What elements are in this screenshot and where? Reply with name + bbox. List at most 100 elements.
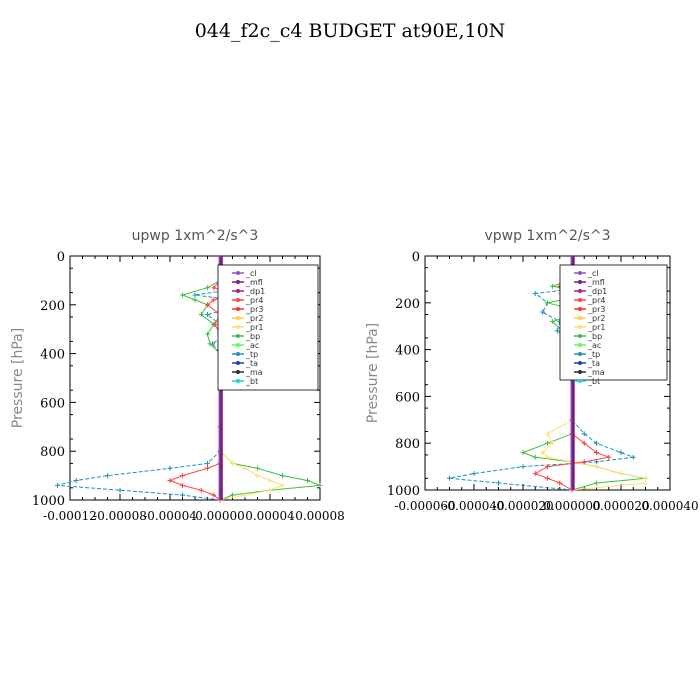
series-point-pr1 <box>643 475 648 481</box>
series-point-pr4 <box>167 477 173 483</box>
series-point-bp <box>207 341 213 347</box>
series-point-tp <box>73 477 79 483</box>
legend-marker <box>236 379 240 383</box>
series-point-tp <box>205 460 210 466</box>
series-point-tp <box>581 431 587 437</box>
legend-marker <box>578 370 582 374</box>
series-point-bp <box>205 285 210 291</box>
series-point-tp <box>447 475 452 481</box>
legend-marker <box>578 298 582 302</box>
legend-label: _cl <box>587 269 599 278</box>
y-axis-label: Pressure [hPa] <box>10 328 26 428</box>
series-point-bp <box>532 454 538 460</box>
legend-label: _ma <box>587 368 605 377</box>
legend-label: _pr1 <box>245 323 263 332</box>
series-point-pr4 <box>205 302 210 308</box>
series-point-pr4 <box>594 450 599 456</box>
series-point-pr1 <box>643 480 648 486</box>
legend-label: _pr2 <box>245 314 263 323</box>
series-point-pr4 <box>532 471 538 477</box>
series-point-tp <box>540 309 546 315</box>
chart-panel-1: upwp 1xm^2/s^3 Pressure [hPa] 0 200 400 600 80… <box>10 228 345 523</box>
legend-label: _pr3 <box>245 305 263 314</box>
y-tick-label: 1000 <box>387 484 420 499</box>
x-tick-label: 0.00000 <box>195 509 245 523</box>
legend-marker <box>578 379 582 383</box>
series-point-bp <box>545 300 550 306</box>
series-point-pr1 <box>267 477 273 483</box>
series-point-pr4 <box>545 464 550 470</box>
legend-marker <box>578 343 582 347</box>
series-point-tp <box>471 471 477 477</box>
series-point-bp <box>549 319 555 325</box>
legend-label: _pr2 <box>587 314 605 323</box>
legend-marker <box>578 361 582 365</box>
y-tick-label: 0 <box>412 250 420 265</box>
series-point-tp <box>594 440 599 446</box>
legend-marker <box>236 307 240 311</box>
legend-label: _ma <box>245 368 263 377</box>
x-tick-label: -0.00008 <box>93 509 147 523</box>
y-tick-label: 1000 <box>32 494 65 509</box>
legend-label: _mfl <box>587 278 605 287</box>
series-line-tp <box>57 279 247 501</box>
legend-label: _mfl <box>245 278 263 287</box>
series-point-pr1 <box>549 440 555 446</box>
series-point-bp <box>198 312 204 318</box>
y-axis-label: Pressure [hPa] <box>365 323 381 423</box>
legend-label: _bp <box>245 332 260 341</box>
legend-label: _tp <box>587 350 600 359</box>
legend-marker <box>236 343 240 347</box>
x-tick-label: 0.000000 <box>543 499 600 513</box>
legend-marker <box>236 271 240 275</box>
y-tick-label: 200 <box>395 297 420 312</box>
legend-label: _bp <box>587 332 602 341</box>
legend-label: _cl <box>245 269 257 278</box>
y-tick-label: 400 <box>40 348 65 363</box>
series-point-pr4 <box>545 475 550 481</box>
legend-marker <box>236 280 240 284</box>
series-point-pr1 <box>540 450 546 456</box>
legend-marker <box>578 307 582 311</box>
series-point-bp <box>317 482 323 488</box>
legend-box <box>559 264 668 381</box>
y-tick-label: 200 <box>40 299 65 314</box>
series-point-tp <box>618 450 624 456</box>
chart-panel-2: vpwp 1xm^2/s^3 Pressure [hPa] 0 200 400 600 80… <box>365 228 699 513</box>
figure-title: 044_f2c_c4 BUDGET at90E,10N <box>194 20 506 42</box>
series-point-pr1 <box>242 465 248 471</box>
series-point-tp <box>180 492 185 498</box>
series-point-pr4 <box>205 465 210 471</box>
series-point-bp <box>255 465 260 471</box>
series-point-pr4 <box>557 480 563 486</box>
series-point-pr1 <box>545 454 550 460</box>
y-tick-label: 800 <box>40 445 65 460</box>
series-point-pr4 <box>211 297 217 303</box>
x-tick-label: -0.00012 <box>43 509 97 523</box>
series-point-pr1 <box>594 464 599 470</box>
series-point-pr4 <box>606 454 612 460</box>
series-point-tp <box>520 464 526 470</box>
y-tick-label: 600 <box>40 396 65 411</box>
x-tick-label: -0.000040 <box>443 499 504 513</box>
x-tick-label: 0.00008 <box>295 509 345 523</box>
x-tick-label: 0.000020 <box>592 499 649 513</box>
y-tick-label: 0 <box>57 250 65 265</box>
series-point-pr4 <box>581 440 587 446</box>
legend-marker <box>236 370 240 374</box>
legend-marker <box>578 334 582 338</box>
y-tick-label: 400 <box>395 344 420 359</box>
series-point-bp <box>280 473 285 479</box>
series-point-pr1 <box>255 473 260 479</box>
legend-marker <box>236 298 240 302</box>
series-point-tp <box>532 290 538 296</box>
series-point-tp <box>630 454 636 460</box>
series-point-pr1 <box>230 460 235 466</box>
legend-marker <box>578 316 582 320</box>
legend-label: _tp <box>245 350 258 359</box>
legend-label: _bt <box>587 377 600 386</box>
legend-marker <box>236 289 240 293</box>
legend-marker <box>578 325 582 329</box>
legend-marker <box>236 361 240 365</box>
legend-label: _pr4 <box>587 296 605 305</box>
